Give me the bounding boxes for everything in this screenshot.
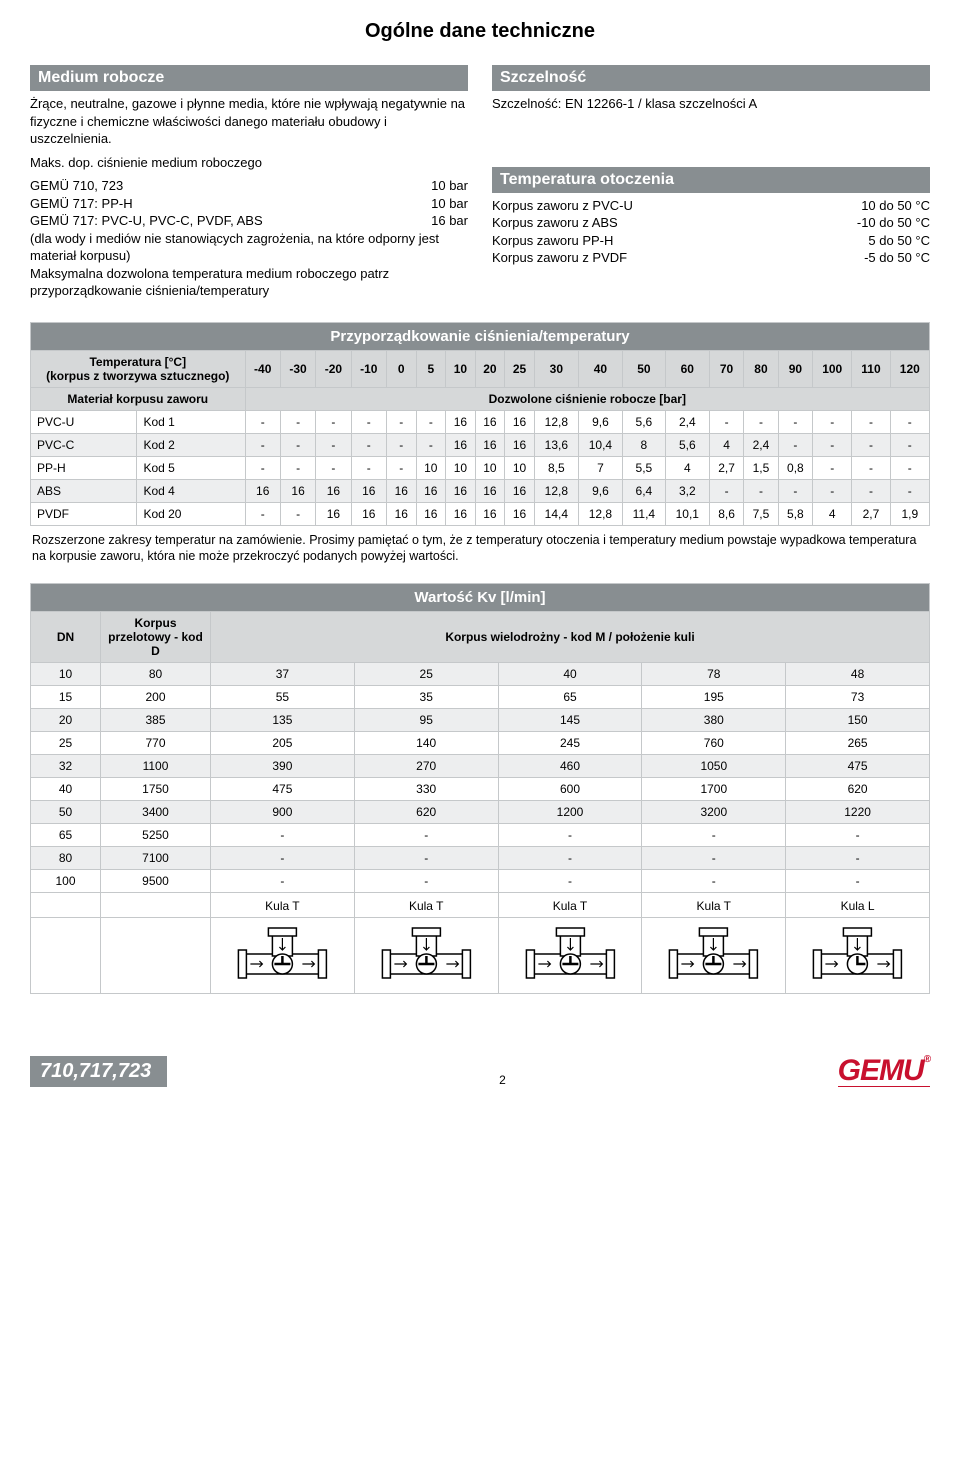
brand-logo-text: GEMU — [838, 1054, 924, 1087]
pt-temp-col: 10 — [446, 351, 476, 388]
pt-temp-col: 120 — [890, 351, 929, 388]
kv-table: Wartość Kv [l/min] DN Korpus przelotowy … — [30, 583, 930, 994]
kv-title: Wartość Kv [l/min] — [31, 583, 930, 611]
kv-valve-label: Kula T — [211, 892, 355, 917]
kv-valve-label: Kula T — [642, 892, 786, 917]
pt-temp-col: -30 — [280, 351, 315, 388]
valve-diagram — [498, 917, 642, 993]
kv-row: 1009500----- — [31, 869, 930, 892]
kv-row: 1520055356519573 — [31, 685, 930, 708]
kv-row: 10803725407848 — [31, 662, 930, 685]
pt-temp-col: 50 — [622, 351, 665, 388]
kv-multi-label: Korpus wielodrożny - kod M / położenie k… — [211, 611, 930, 662]
pt-temp-col: 80 — [744, 351, 778, 388]
pt-temp-col: 70 — [709, 351, 743, 388]
brand-reg: ® — [924, 1054, 930, 1065]
ambient-section: Temperatura otoczenia Korpus zaworu z PV… — [492, 167, 930, 267]
pt-row: PVDFKod 20--1616161616161614,412,811,410… — [31, 503, 930, 526]
brand-logo: GEMU® — [838, 1054, 930, 1088]
valve-diagram — [354, 917, 498, 993]
pt-temp-col: 110 — [852, 351, 890, 388]
pt-row: ABSKod 416161616161616161612,89,66,43,2-… — [31, 480, 930, 503]
pt-left1: Temperatura [°C] (korpus z tworzywa sztu… — [31, 351, 246, 388]
pt-pressure-label: Dozwolone ciśnienie robocze [bar] — [245, 388, 929, 411]
valve-diagram — [211, 917, 355, 993]
medium-section: Medium robocze Żrące, neutralne, gazowe … — [30, 65, 468, 300]
pt-row: PVC-UKod 1------16161612,89,65,62,4-----… — [31, 411, 930, 434]
kv-valve-label: Kula L — [786, 892, 930, 917]
valve-diagram — [786, 917, 930, 993]
pt-temp-col: -10 — [351, 351, 386, 388]
footer-page: 2 — [167, 1073, 837, 1087]
footer-code: 710,717,723 — [30, 1056, 167, 1087]
pt-temp-col: 100 — [813, 351, 852, 388]
pt-temp-col: 40 — [578, 351, 622, 388]
tightness-header: Szczelność — [492, 65, 930, 91]
kv-dn-label: DN — [31, 611, 101, 662]
page-title: Ogólne dane techniczne — [30, 20, 930, 43]
medium-subhead: Maks. dop. ciśnienie medium roboczego — [30, 154, 468, 172]
medium-row: GEMÜ 717: PVC-U, PVC-C, PVDF, ABS16 bar — [30, 212, 468, 230]
kv-row: 2038513595145380150 — [31, 708, 930, 731]
kv-valve-label: Kula T — [498, 892, 642, 917]
pt-temp-col: -40 — [245, 351, 280, 388]
tightness-section: Szczelność Szczelność: EN 12266-1 / klas… — [492, 65, 930, 113]
kv-korpus-label: Korpus przelotowy - kod D — [101, 611, 211, 662]
pt-temp-col: 30 — [534, 351, 578, 388]
pt-row: PVC-CKod 2------16161613,610,485,642,4--… — [31, 434, 930, 457]
pt-title: Przyporządkowanie ciśnienia/temperatury — [31, 323, 930, 351]
kv-row: 807100----- — [31, 846, 930, 869]
valve-diagram — [642, 917, 786, 993]
pt-temp-col: 90 — [778, 351, 812, 388]
pt-temp-col: 5 — [416, 351, 446, 388]
medium-row: GEMÜ 710, 72310 bar — [30, 177, 468, 195]
pt-temp-col: -20 — [316, 351, 351, 388]
ambient-header: Temperatura otoczenia — [492, 167, 930, 193]
medium-row: GEMÜ 717: PP-H10 bar — [30, 195, 468, 213]
pt-temp-col: 25 — [505, 351, 535, 388]
medium-header: Medium robocze — [30, 65, 468, 91]
kv-valve-label: Kula T — [354, 892, 498, 917]
tightness-body: Szczelność: EN 12266-1 / klasa szczelnoś… — [492, 95, 930, 113]
kv-row: 503400900620120032001220 — [31, 800, 930, 823]
kv-row: 25770205140245760265 — [31, 731, 930, 754]
kv-row: 655250----- — [31, 823, 930, 846]
pt-temp-col: 60 — [665, 351, 709, 388]
medium-body: Żrące, neutralne, gazowe i płynne media,… — [30, 95, 468, 148]
kv-row: 3211003902704601050475 — [31, 754, 930, 777]
pt-left2: Materiał korpusu zaworu — [31, 388, 246, 411]
pt-table: Przyporządkowanie ciśnienia/temperatury … — [30, 322, 930, 526]
medium-note2: Maksymalna dozwolona temperatura medium … — [30, 265, 468, 300]
medium-note1: (dla wody i mediów nie stanowiących zagr… — [30, 230, 468, 265]
ambient-row: Korpus zaworu z PVC-U10 do 50 °C — [492, 197, 930, 215]
ambient-row: Korpus zaworu z PVDF-5 do 50 °C — [492, 249, 930, 267]
ambient-row: Korpus zaworu z ABS-10 do 50 °C — [492, 214, 930, 232]
pt-footnote: Rozszerzone zakresy temperatur na zamówi… — [30, 532, 930, 583]
pt-row: PP-HKod 5-----101010108,575,542,71,50,8-… — [31, 457, 930, 480]
ambient-row: Korpus zaworu PP-H5 do 50 °C — [492, 232, 930, 250]
kv-row: 4017504753306001700620 — [31, 777, 930, 800]
pt-temp-col: 0 — [386, 351, 416, 388]
pt-temp-col: 20 — [475, 351, 505, 388]
